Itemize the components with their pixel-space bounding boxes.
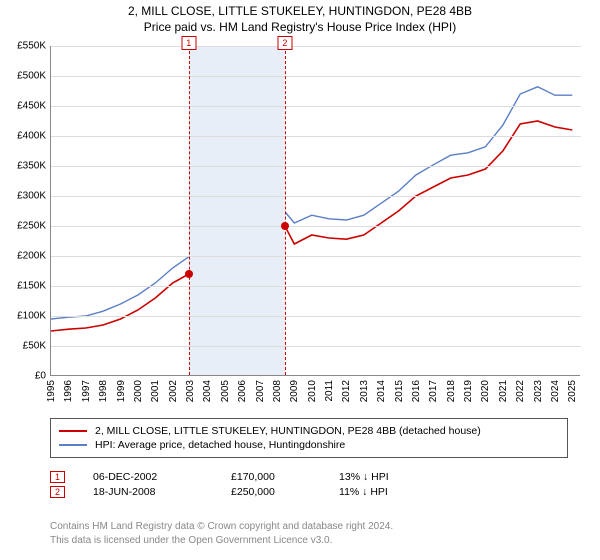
chart-area: 12 £0£50K£100K£150K£200K£250K£300K£350K£… bbox=[50, 46, 580, 396]
xtick-label: 2020 bbox=[480, 380, 491, 402]
xtick-label: 2012 bbox=[341, 380, 352, 402]
ytick-label: £50K bbox=[23, 341, 46, 352]
ytick-label: £150K bbox=[17, 281, 46, 292]
xtick-label: 2013 bbox=[359, 380, 370, 402]
event-line bbox=[285, 46, 286, 375]
footer-line-2: This data is licensed under the Open Gov… bbox=[50, 534, 393, 548]
event-row: 2 18-JUN-2008 £250,000 11% ↓ HPI bbox=[50, 486, 389, 498]
title-block: 2, MILL CLOSE, LITTLE STUKELEY, HUNTINGD… bbox=[0, 0, 600, 37]
xtick-label: 2018 bbox=[446, 380, 457, 402]
xtick-label: 1996 bbox=[63, 380, 74, 402]
xtick-label: 2015 bbox=[394, 380, 405, 402]
legend-label: 2, MILL CLOSE, LITTLE STUKELEY, HUNTINGD… bbox=[95, 425, 481, 437]
gridline-h bbox=[51, 256, 581, 257]
event-marker: 1 bbox=[181, 36, 196, 50]
gridline-h bbox=[51, 286, 581, 287]
ytick-label: £250K bbox=[17, 221, 46, 232]
event-number-box: 2 bbox=[50, 486, 65, 498]
event-hpi-delta: 13% ↓ HPI bbox=[339, 471, 389, 483]
event-band bbox=[189, 46, 285, 375]
event-marker: 2 bbox=[277, 36, 292, 50]
events-table: 1 06-DEC-2002 £170,000 13% ↓ HPI 2 18-JUN-200… bbox=[50, 468, 389, 501]
xtick-label: 2011 bbox=[324, 380, 335, 402]
event-date: 18-JUN-2008 bbox=[93, 486, 203, 498]
event-price: £250,000 bbox=[231, 486, 311, 498]
ytick-label: £500K bbox=[17, 71, 46, 82]
gridline-h bbox=[51, 196, 581, 197]
title-line-1: 2, MILL CLOSE, LITTLE STUKELEY, HUNTINGD… bbox=[0, 4, 600, 20]
xtick-label: 2008 bbox=[272, 380, 283, 402]
legend-label: HPI: Average price, detached house, Hunt… bbox=[95, 439, 345, 451]
event-row: 1 06-DEC-2002 £170,000 13% ↓ HPI bbox=[50, 471, 389, 483]
sale-point bbox=[281, 222, 289, 230]
ytick-label: £550K bbox=[17, 41, 46, 52]
gridline-h bbox=[51, 136, 581, 137]
chart-container: 2, MILL CLOSE, LITTLE STUKELEY, HUNTINGD… bbox=[0, 0, 600, 560]
series-hpi bbox=[51, 87, 572, 319]
gridline-h bbox=[51, 46, 581, 47]
ytick-label: £300K bbox=[17, 191, 46, 202]
xtick-label: 2009 bbox=[289, 380, 300, 402]
xtick-label: 1999 bbox=[116, 380, 127, 402]
xtick-label: 2023 bbox=[533, 380, 544, 402]
event-price: £170,000 bbox=[231, 471, 311, 483]
xtick-label: 2010 bbox=[307, 380, 318, 402]
gridline-h bbox=[51, 316, 581, 317]
legend: 2, MILL CLOSE, LITTLE STUKELEY, HUNTINGD… bbox=[50, 418, 568, 458]
event-number-box: 1 bbox=[50, 471, 65, 483]
legend-swatch bbox=[59, 444, 87, 446]
xtick-label: 2014 bbox=[376, 380, 387, 402]
xtick-label: 2003 bbox=[185, 380, 196, 402]
xtick-label: 2004 bbox=[202, 380, 213, 402]
footer-line-1: Contains HM Land Registry data © Crown c… bbox=[50, 520, 393, 534]
legend-item: 2, MILL CLOSE, LITTLE STUKELEY, HUNTINGD… bbox=[59, 425, 559, 437]
gridline-h bbox=[51, 106, 581, 107]
ytick-label: £200K bbox=[17, 251, 46, 262]
gridline-h bbox=[51, 76, 581, 77]
footer-attribution: Contains HM Land Registry data © Crown c… bbox=[50, 520, 393, 547]
xtick-label: 2025 bbox=[567, 380, 578, 402]
xtick-label: 2005 bbox=[220, 380, 231, 402]
sale-point bbox=[185, 270, 193, 278]
xtick-label: 2000 bbox=[133, 380, 144, 402]
plot-region: 12 bbox=[50, 46, 580, 376]
legend-item: HPI: Average price, detached house, Hunt… bbox=[59, 439, 559, 451]
event-hpi-delta: 11% ↓ HPI bbox=[339, 486, 388, 498]
xtick-label: 1997 bbox=[81, 380, 92, 402]
event-date: 06-DEC-2002 bbox=[93, 471, 203, 483]
ytick-label: £450K bbox=[17, 101, 46, 112]
gridline-h bbox=[51, 166, 581, 167]
ytick-label: £100K bbox=[17, 311, 46, 322]
xtick-label: 2021 bbox=[498, 380, 509, 402]
line-series-svg bbox=[51, 46, 581, 376]
xtick-label: 2022 bbox=[515, 380, 526, 402]
xtick-label: 2006 bbox=[237, 380, 248, 402]
xtick-label: 2019 bbox=[463, 380, 474, 402]
xtick-label: 2007 bbox=[255, 380, 266, 402]
xtick-label: 2024 bbox=[550, 380, 561, 402]
ytick-label: £400K bbox=[17, 131, 46, 142]
xtick-label: 1998 bbox=[98, 380, 109, 402]
title-line-2: Price paid vs. HM Land Registry's House … bbox=[0, 20, 600, 36]
xtick-label: 2002 bbox=[168, 380, 179, 402]
ytick-label: £350K bbox=[17, 161, 46, 172]
xtick-label: 2017 bbox=[428, 380, 439, 402]
gridline-h bbox=[51, 226, 581, 227]
xtick-label: 2001 bbox=[150, 380, 161, 402]
xtick-label: 1995 bbox=[46, 380, 57, 402]
xtick-label: 2016 bbox=[411, 380, 422, 402]
legend-swatch bbox=[59, 430, 87, 432]
gridline-h bbox=[51, 346, 581, 347]
ytick-label: £0 bbox=[35, 371, 46, 382]
event-line bbox=[189, 46, 190, 375]
